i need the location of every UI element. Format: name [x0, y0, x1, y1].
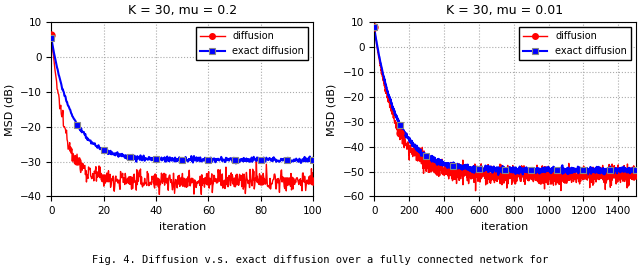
Legend: diffusion, exact diffusion: diffusion, exact diffusion — [519, 27, 631, 60]
Title: K = 30, mu = 0.2: K = 30, mu = 0.2 — [127, 4, 237, 17]
X-axis label: iteration: iteration — [159, 222, 206, 232]
X-axis label: iteration: iteration — [481, 222, 529, 232]
Title: K = 30, mu = 0.01: K = 30, mu = 0.01 — [447, 4, 564, 17]
Y-axis label: MSD (dB): MSD (dB) — [327, 83, 337, 136]
Y-axis label: MSD (dB): MSD (dB) — [4, 83, 14, 136]
Legend: diffusion, exact diffusion: diffusion, exact diffusion — [196, 27, 308, 60]
Text: Fig. 4. Diffusion v.s. exact diffusion over a fully connected network for: Fig. 4. Diffusion v.s. exact diffusion o… — [92, 255, 548, 265]
